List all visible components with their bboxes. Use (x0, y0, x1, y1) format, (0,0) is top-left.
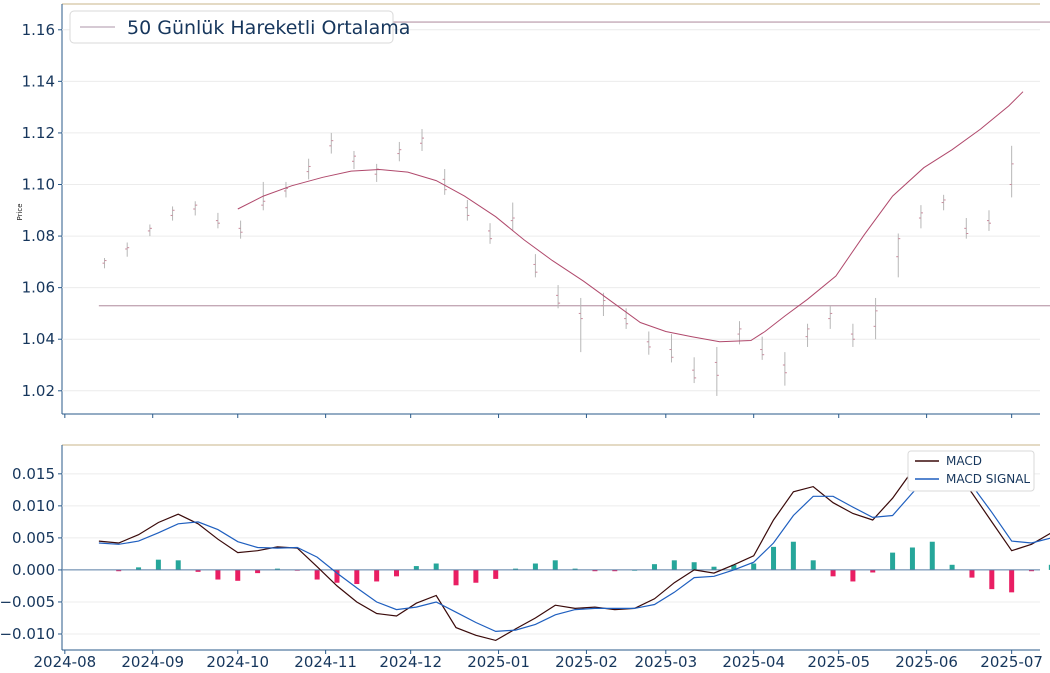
price-y-tick-label: 1.08 (22, 227, 55, 245)
macd-histogram-bar (513, 568, 519, 570)
date-x-tick-label: 2025-03 (634, 653, 697, 671)
macd-histogram-bar (354, 569, 360, 585)
price-legend-label: 50 Günlük Hareketli Ortalama (127, 17, 410, 39)
price-y-tick-label: 1.12 (22, 124, 55, 142)
macd-histogram-bar (711, 566, 717, 570)
macd-histogram-bar (413, 566, 419, 570)
macd-histogram-bar (1028, 569, 1034, 572)
date-x-tick-label: 2025-04 (722, 653, 785, 671)
price-y-tick-label: 1.16 (22, 21, 55, 39)
date-x-tick-label: 2025-05 (807, 653, 870, 671)
date-x-tick-label: 2024-11 (294, 653, 357, 671)
price-y-ticks: 1.02 1.04 1.06 1.08 1.10 1.12 1.14 1.16 (22, 21, 1013, 418)
macd-histogram-bar (731, 564, 737, 570)
macd-y-tick-label: 0.000 (12, 561, 55, 579)
price-legend-box (69, 10, 394, 44)
price-y-tick-label: 1.14 (22, 72, 55, 90)
macd-histogram-bar (334, 569, 340, 583)
macd-histogram-bar (255, 569, 261, 574)
macd-histogram-bar (850, 569, 856, 582)
macd-histogram-bar (136, 567, 142, 570)
price-y-tick-label: 1.04 (22, 330, 55, 348)
macd-y-ticks: −0.010 −0.005 0.000 0.005 0.010 0.015 (0, 465, 62, 643)
macd-panel: −0.010 −0.005 0.000 0.005 0.010 0.015 2024-08… (0, 444, 1050, 671)
macd-histogram-bar (969, 569, 975, 578)
macd-histogram-bar (155, 559, 161, 570)
macd-histogram-bar (274, 568, 280, 570)
macd-y-tick-label: −0.010 (0, 625, 55, 643)
date-x-tick-label: 2025-02 (555, 653, 618, 671)
date-x-tick-label: 2024-08 (33, 653, 96, 671)
macd-histogram-bar (552, 560, 558, 570)
date-x-tick-label: 2024-09 (121, 653, 184, 671)
macd-histogram-bar (651, 564, 657, 570)
macd-histogram-bar (453, 569, 459, 586)
macd-histogram-bar (771, 546, 777, 570)
macd-histogram-bar (473, 569, 479, 583)
macd-legend-box (907, 450, 1035, 492)
macd-histogram-bar (909, 547, 915, 570)
macd-histogram-bar (592, 569, 598, 572)
macd-histogram-bar (572, 568, 578, 570)
macd-histogram-bar (751, 563, 757, 570)
macd-histogram-bar (949, 564, 955, 570)
macd-histogram-bar (691, 562, 697, 570)
moving-average-line (237, 91, 1024, 343)
macd-histogram-bar (532, 563, 538, 570)
macd-y-tick-label: 0.005 (12, 529, 55, 547)
price-horizontal-levels (98, 21, 1050, 307)
macd-histogram-bar (790, 541, 796, 570)
macd-histogram-bar (215, 569, 221, 580)
date-x-tick-label: 2025-07 (980, 653, 1043, 671)
macd-signal-legend-label: MACD SIGNAL (946, 472, 1030, 486)
macd-y-tick-label: −0.005 (0, 593, 55, 611)
price-gridlines (62, 29, 1040, 392)
macd-line (98, 455, 1050, 642)
price-panel: 1.02 1.04 1.06 1.08 1.10 1.12 1.14 1.16 Price 5… (16, 3, 1050, 418)
macd-histogram-bar (235, 569, 241, 581)
macd-histogram-bar (433, 563, 439, 570)
date-x-ticks: 2024-08 2024-09 2024-10 2024-11 2024-12 2025-… (33, 650, 1043, 671)
macd-histogram-bar (870, 569, 876, 573)
macd-histogram-bar (671, 560, 677, 570)
macd-histogram-bar (612, 569, 618, 572)
macd-legend-label: MACD (946, 454, 982, 468)
price-ohlc-bars (102, 129, 1014, 396)
macd-histogram-bar (493, 569, 499, 579)
price-y-tick-label: 1.10 (22, 176, 55, 194)
macd-histogram-bar (116, 569, 122, 572)
date-x-tick-label: 2025-01 (467, 653, 530, 671)
macd-histogram-bar (1048, 564, 1050, 570)
macd-histogram-bar (989, 569, 995, 590)
macd-histogram-bar (810, 560, 816, 570)
macd-histogram-bar (830, 569, 836, 577)
macd-histogram-bar (175, 560, 181, 570)
macd-histogram-bar (890, 552, 896, 570)
macd-histogram-bar (929, 541, 935, 570)
date-x-tick-label: 2025-06 (895, 653, 958, 671)
macd-histogram-bar (314, 569, 320, 580)
price-legend: 50 Günlük Hareketli Ortalama (69, 10, 410, 44)
macd-histogram-bar (1009, 569, 1015, 593)
macd-histogram-bar (394, 569, 400, 577)
price-y-tick-label: 1.02 (22, 382, 55, 400)
macd-legend: MACD MACD SIGNAL (907, 450, 1035, 492)
price-y-tick-label: 1.06 (22, 279, 55, 297)
price-axis-label: Price (16, 203, 24, 220)
macd-y-tick-label: 0.015 (12, 465, 55, 483)
macd-y-tick-label: 0.010 (12, 497, 55, 515)
date-x-tick-label: 2024-10 (206, 653, 269, 671)
macd-histogram (116, 541, 1050, 593)
macd-histogram-bar (195, 569, 201, 572)
date-x-tick-label: 2024-12 (379, 653, 442, 671)
macd-histogram-bar (374, 569, 380, 582)
